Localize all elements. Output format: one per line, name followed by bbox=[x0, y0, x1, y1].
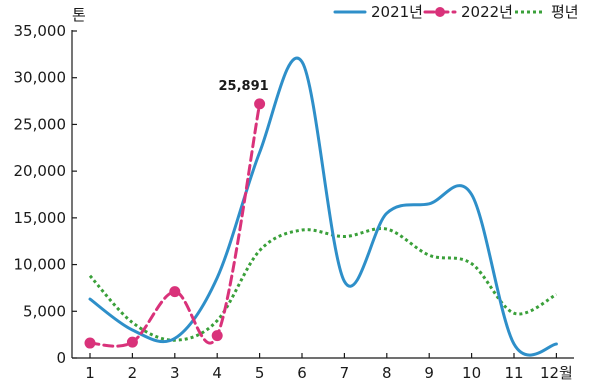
y-tick-label: 15,000 bbox=[14, 209, 67, 227]
legend-label: 평년 bbox=[551, 3, 579, 21]
data-point-2022년 bbox=[254, 98, 266, 110]
y-tick-label: 5,000 bbox=[23, 302, 66, 320]
legend-marker bbox=[435, 7, 445, 17]
x-tick-label: 9 bbox=[424, 364, 434, 382]
y-unit-label: 톤 bbox=[72, 6, 86, 24]
x-tick-label: 8 bbox=[382, 364, 392, 382]
x-tick-label: 10 bbox=[462, 364, 481, 382]
data-point-2022년 bbox=[84, 337, 96, 349]
series-line-2022년 bbox=[88, 102, 262, 348]
x-tick-label: 7 bbox=[340, 364, 350, 382]
x-tick-label: 12월 bbox=[540, 364, 573, 382]
data-label: 25,891 bbox=[219, 79, 269, 94]
legend-label: 2022년 bbox=[461, 3, 513, 21]
series-line-2021년 bbox=[88, 56, 558, 357]
y-tick-label: 0 bbox=[56, 349, 66, 367]
x-tick-label: 11 bbox=[504, 364, 523, 382]
x-tick-label: 3 bbox=[170, 364, 180, 382]
x-tick-label: 6 bbox=[297, 364, 307, 382]
y-tick-label: 10,000 bbox=[14, 256, 67, 274]
data-point-2022년 bbox=[126, 336, 138, 348]
legend-label: 2021년 bbox=[371, 3, 423, 21]
x-tick-label: 5 bbox=[255, 364, 265, 382]
y-tick-label: 25,000 bbox=[14, 115, 67, 133]
x-tick-label: 2 bbox=[128, 364, 138, 382]
y-tick-label: 30,000 bbox=[14, 69, 67, 87]
x-tick-label: 1 bbox=[85, 364, 95, 382]
y-tick-label: 20,000 bbox=[14, 162, 67, 180]
y-tick-label: 35,000 bbox=[14, 22, 67, 40]
x-tick-label: 4 bbox=[212, 364, 222, 382]
data-point-2022년 bbox=[211, 330, 223, 342]
data-point-2022년 bbox=[169, 286, 181, 298]
